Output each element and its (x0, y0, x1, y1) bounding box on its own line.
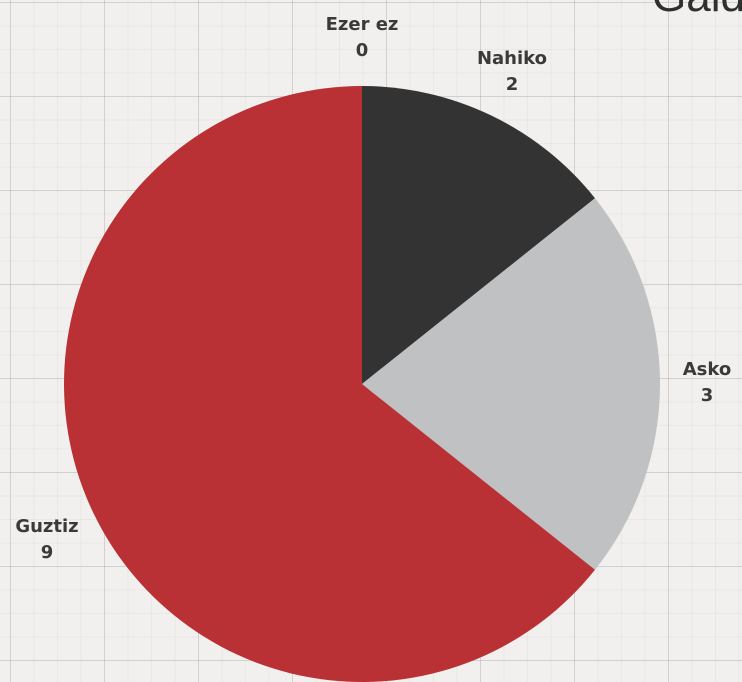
label-ezer-ez-name: Ezer ez (325, 14, 399, 35)
label-asko: Asko 3 (683, 357, 732, 409)
label-ezer-ez-value: 0 (355, 40, 369, 61)
label-guztiz-name: Guztiz (15, 516, 79, 537)
label-nahiko-name: Nahiko (476, 48, 548, 69)
label-asko-value: 3 (700, 385, 714, 406)
label-nahiko: Nahiko 2 (477, 46, 547, 98)
label-nahiko-value: 2 (505, 74, 519, 95)
pie-slices (64, 86, 660, 682)
label-guztiz: Guztiz 9 (15, 514, 78, 566)
label-asko-name: Asko (682, 359, 732, 380)
pie-slice-asko (362, 198, 660, 570)
label-ezer-ez: Ezer ez 0 (326, 12, 399, 64)
chart-title: Gald (652, 0, 742, 22)
label-guztiz-value: 9 (40, 542, 54, 563)
pie-slice-nahiko (362, 86, 595, 384)
pie-slice-guztiz (64, 86, 595, 682)
